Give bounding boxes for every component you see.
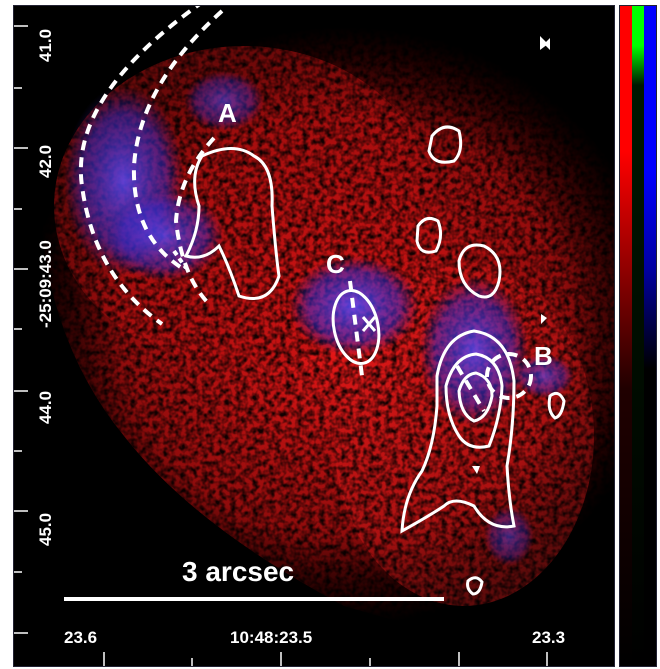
cross-marker bbox=[361, 316, 377, 332]
colorbar-green bbox=[632, 6, 644, 666]
x-tick-label-2: 23.3 bbox=[532, 628, 566, 647]
x-tick-label-0: 23.6 bbox=[64, 628, 98, 647]
region-label-c: C bbox=[326, 249, 345, 279]
dashed-regions bbox=[78, 6, 533, 413]
colorbar-red bbox=[620, 6, 632, 666]
colorbar bbox=[619, 5, 657, 667]
colorbar-blue bbox=[644, 6, 656, 666]
y-tick-label-0: 41.0 bbox=[36, 28, 55, 62]
contours bbox=[183, 125, 566, 596]
y-tick-label-1: 42.0 bbox=[36, 144, 55, 178]
sky-image bbox=[14, 6, 614, 666]
region-label-b: B bbox=[534, 341, 553, 371]
scalebar-label: 3 arcsec bbox=[182, 556, 295, 587]
sky-image-frame: A B C 3 arcsec 41.0 42.0 -25:09:43.0 44.… bbox=[13, 5, 615, 667]
y-tick-label-4: 45.0 bbox=[36, 512, 55, 546]
region-label-a: A bbox=[218, 98, 237, 128]
y-tick-label-2: -25:09:43.0 bbox=[36, 240, 55, 328]
x-tick-label-1: 10:48:23.5 bbox=[230, 628, 313, 647]
y-tick-label-3: 44.0 bbox=[36, 390, 55, 424]
